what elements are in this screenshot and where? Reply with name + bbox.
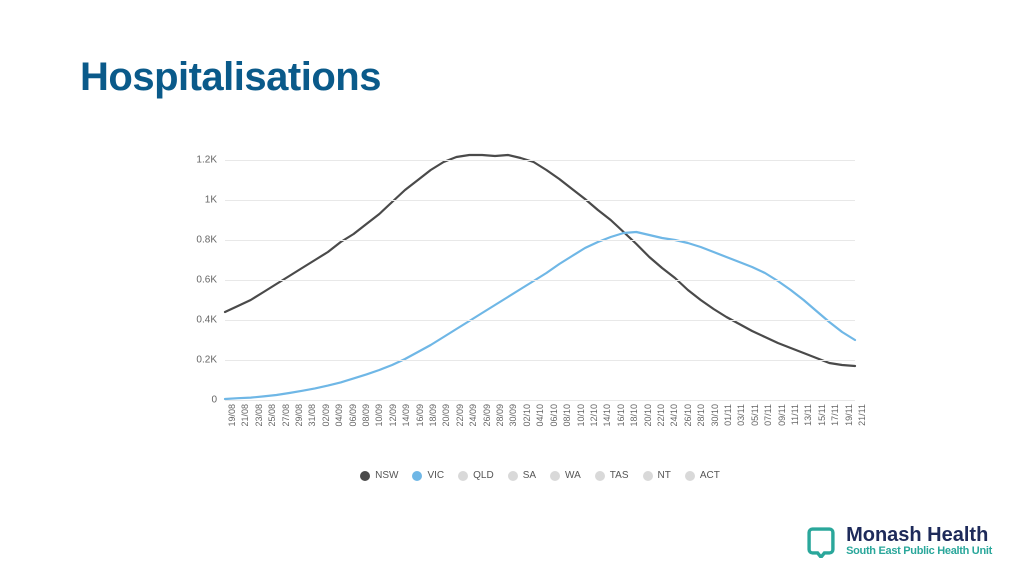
x-tick-label: 03/11: [736, 404, 746, 426]
x-tick-label: 13/11: [803, 404, 813, 426]
x-tick-label: 28/09: [495, 404, 505, 427]
footer-logo: Monash Health South East Public Health U…: [804, 524, 992, 558]
legend-item-qld[interactable]: QLD: [458, 470, 494, 481]
chart-lines: [225, 140, 855, 400]
x-tick-label: 29/08: [294, 404, 304, 427]
x-tick-label: 20/10: [643, 404, 653, 427]
x-tick-label: 26/09: [482, 404, 492, 427]
x-tick-label: 04/10: [535, 404, 545, 427]
gridline: [225, 160, 855, 161]
x-tick-label: 06/10: [549, 404, 559, 427]
gridline: [225, 240, 855, 241]
x-tick-label: 30/09: [508, 404, 518, 427]
legend-item-nt[interactable]: NT: [643, 470, 671, 481]
series-line-nsw: [225, 155, 855, 366]
x-tick-label: 19/11: [844, 404, 854, 426]
x-tick-label: 10/10: [576, 404, 586, 427]
legend-item-wa[interactable]: WA: [550, 470, 581, 481]
x-tick-label: 27/08: [281, 404, 291, 427]
slide: Hospitalisations 00.2K0.4K0.6K0.8K1K1.2K…: [0, 0, 1024, 576]
x-tick-label: 22/09: [455, 404, 465, 427]
hospitalisations-chart: 00.2K0.4K0.6K0.8K1K1.2K 19/0821/0823/082…: [175, 140, 855, 481]
logo-text: Monash Health South East Public Health U…: [846, 525, 992, 558]
x-tick-label: 12/10: [589, 404, 599, 427]
x-tick-label: 25/08: [267, 404, 277, 427]
x-tick-label: 20/09: [441, 404, 451, 427]
y-tick-label: 0: [211, 395, 217, 406]
x-tick-label: 10/09: [374, 404, 384, 427]
gridline: [225, 400, 855, 401]
y-tick-label: 0.6K: [196, 275, 217, 286]
x-tick-label: 02/09: [321, 404, 331, 427]
legend-label: ACT: [700, 470, 720, 481]
x-tick-label: 21/08: [240, 404, 250, 427]
x-tick-label: 14/09: [401, 404, 411, 427]
x-tick-label: 19/08: [227, 404, 237, 427]
x-tick-label: 04/09: [334, 404, 344, 427]
gridline: [225, 200, 855, 201]
x-tick-label: 24/10: [669, 404, 679, 427]
y-tick-label: 0.4K: [196, 315, 217, 326]
x-tick-label: 30/10: [710, 404, 720, 427]
x-tick-label: 01/11: [723, 404, 733, 426]
legend-swatch: [643, 471, 653, 481]
legend-label: VIC: [427, 470, 444, 481]
legend-swatch: [595, 471, 605, 481]
x-tick-label: 11/11: [790, 404, 800, 425]
x-tick-label: 07/11: [763, 404, 773, 426]
y-tick-label: 1K: [205, 195, 217, 206]
legend-label: WA: [565, 470, 581, 481]
x-tick-label: 24/09: [468, 404, 478, 427]
gridline: [225, 280, 855, 281]
slide-title: Hospitalisations: [80, 55, 381, 100]
legend-swatch: [412, 471, 422, 481]
legend-swatch: [458, 471, 468, 481]
legend-label: NT: [658, 470, 671, 481]
chart-legend: NSW VIC QLD SA WA TAS NT ACT: [225, 470, 855, 481]
x-tick-label: 02/10: [522, 404, 532, 427]
gridline: [225, 320, 855, 321]
y-tick-label: 0.8K: [196, 235, 217, 246]
x-tick-label: 21/11: [857, 404, 867, 426]
monash-logo-icon: [804, 524, 838, 558]
x-tick-label: 22/10: [656, 404, 666, 427]
legend-swatch: [508, 471, 518, 481]
x-tick-label: 31/08: [307, 404, 317, 427]
legend-swatch: [685, 471, 695, 481]
x-tick-label: 28/10: [696, 404, 706, 427]
chart-x-axis: 19/0821/08 23/0825/08 27/0829/0831/08 02/09…: [225, 404, 855, 464]
x-tick-label: 06/09: [348, 404, 358, 427]
x-tick-label: 16/10: [616, 404, 626, 427]
x-tick-label: 23/08: [254, 404, 264, 427]
legend-item-tas[interactable]: TAS: [595, 470, 629, 481]
gridline: [225, 360, 855, 361]
logo-line1: Monash Health: [846, 525, 992, 546]
x-tick-label: 15/11: [817, 404, 827, 426]
x-tick-label: 08/10: [562, 404, 572, 427]
x-tick-label: 09/11: [777, 404, 787, 426]
legend-item-sa[interactable]: SA: [508, 470, 536, 481]
x-tick-label: 18/09: [428, 404, 438, 427]
x-tick-label: 05/11: [750, 404, 760, 426]
legend-label: NSW: [375, 470, 398, 481]
legend-label: TAS: [610, 470, 629, 481]
y-tick-label: 0.2K: [196, 355, 217, 366]
legend-label: QLD: [473, 470, 494, 481]
legend-swatch: [550, 471, 560, 481]
legend-item-nsw[interactable]: NSW: [360, 470, 398, 481]
legend-item-act[interactable]: ACT: [685, 470, 720, 481]
legend-label: SA: [523, 470, 536, 481]
x-tick-label: 14/10: [602, 404, 612, 427]
x-tick-label: 08/09: [361, 404, 371, 427]
x-tick-label: 18/10: [629, 404, 639, 427]
x-tick-label: 17/11: [830, 404, 840, 426]
y-tick-label: 1.2K: [196, 155, 217, 166]
x-tick-label: 16/09: [415, 404, 425, 427]
logo-line2: South East Public Health Unit: [846, 546, 992, 558]
chart-plot-area: 00.2K0.4K0.6K0.8K1K1.2K: [225, 140, 855, 400]
x-tick-label: 12/09: [388, 404, 398, 427]
x-tick-label: 26/10: [683, 404, 693, 427]
legend-item-vic[interactable]: VIC: [412, 470, 444, 481]
legend-swatch: [360, 471, 370, 481]
